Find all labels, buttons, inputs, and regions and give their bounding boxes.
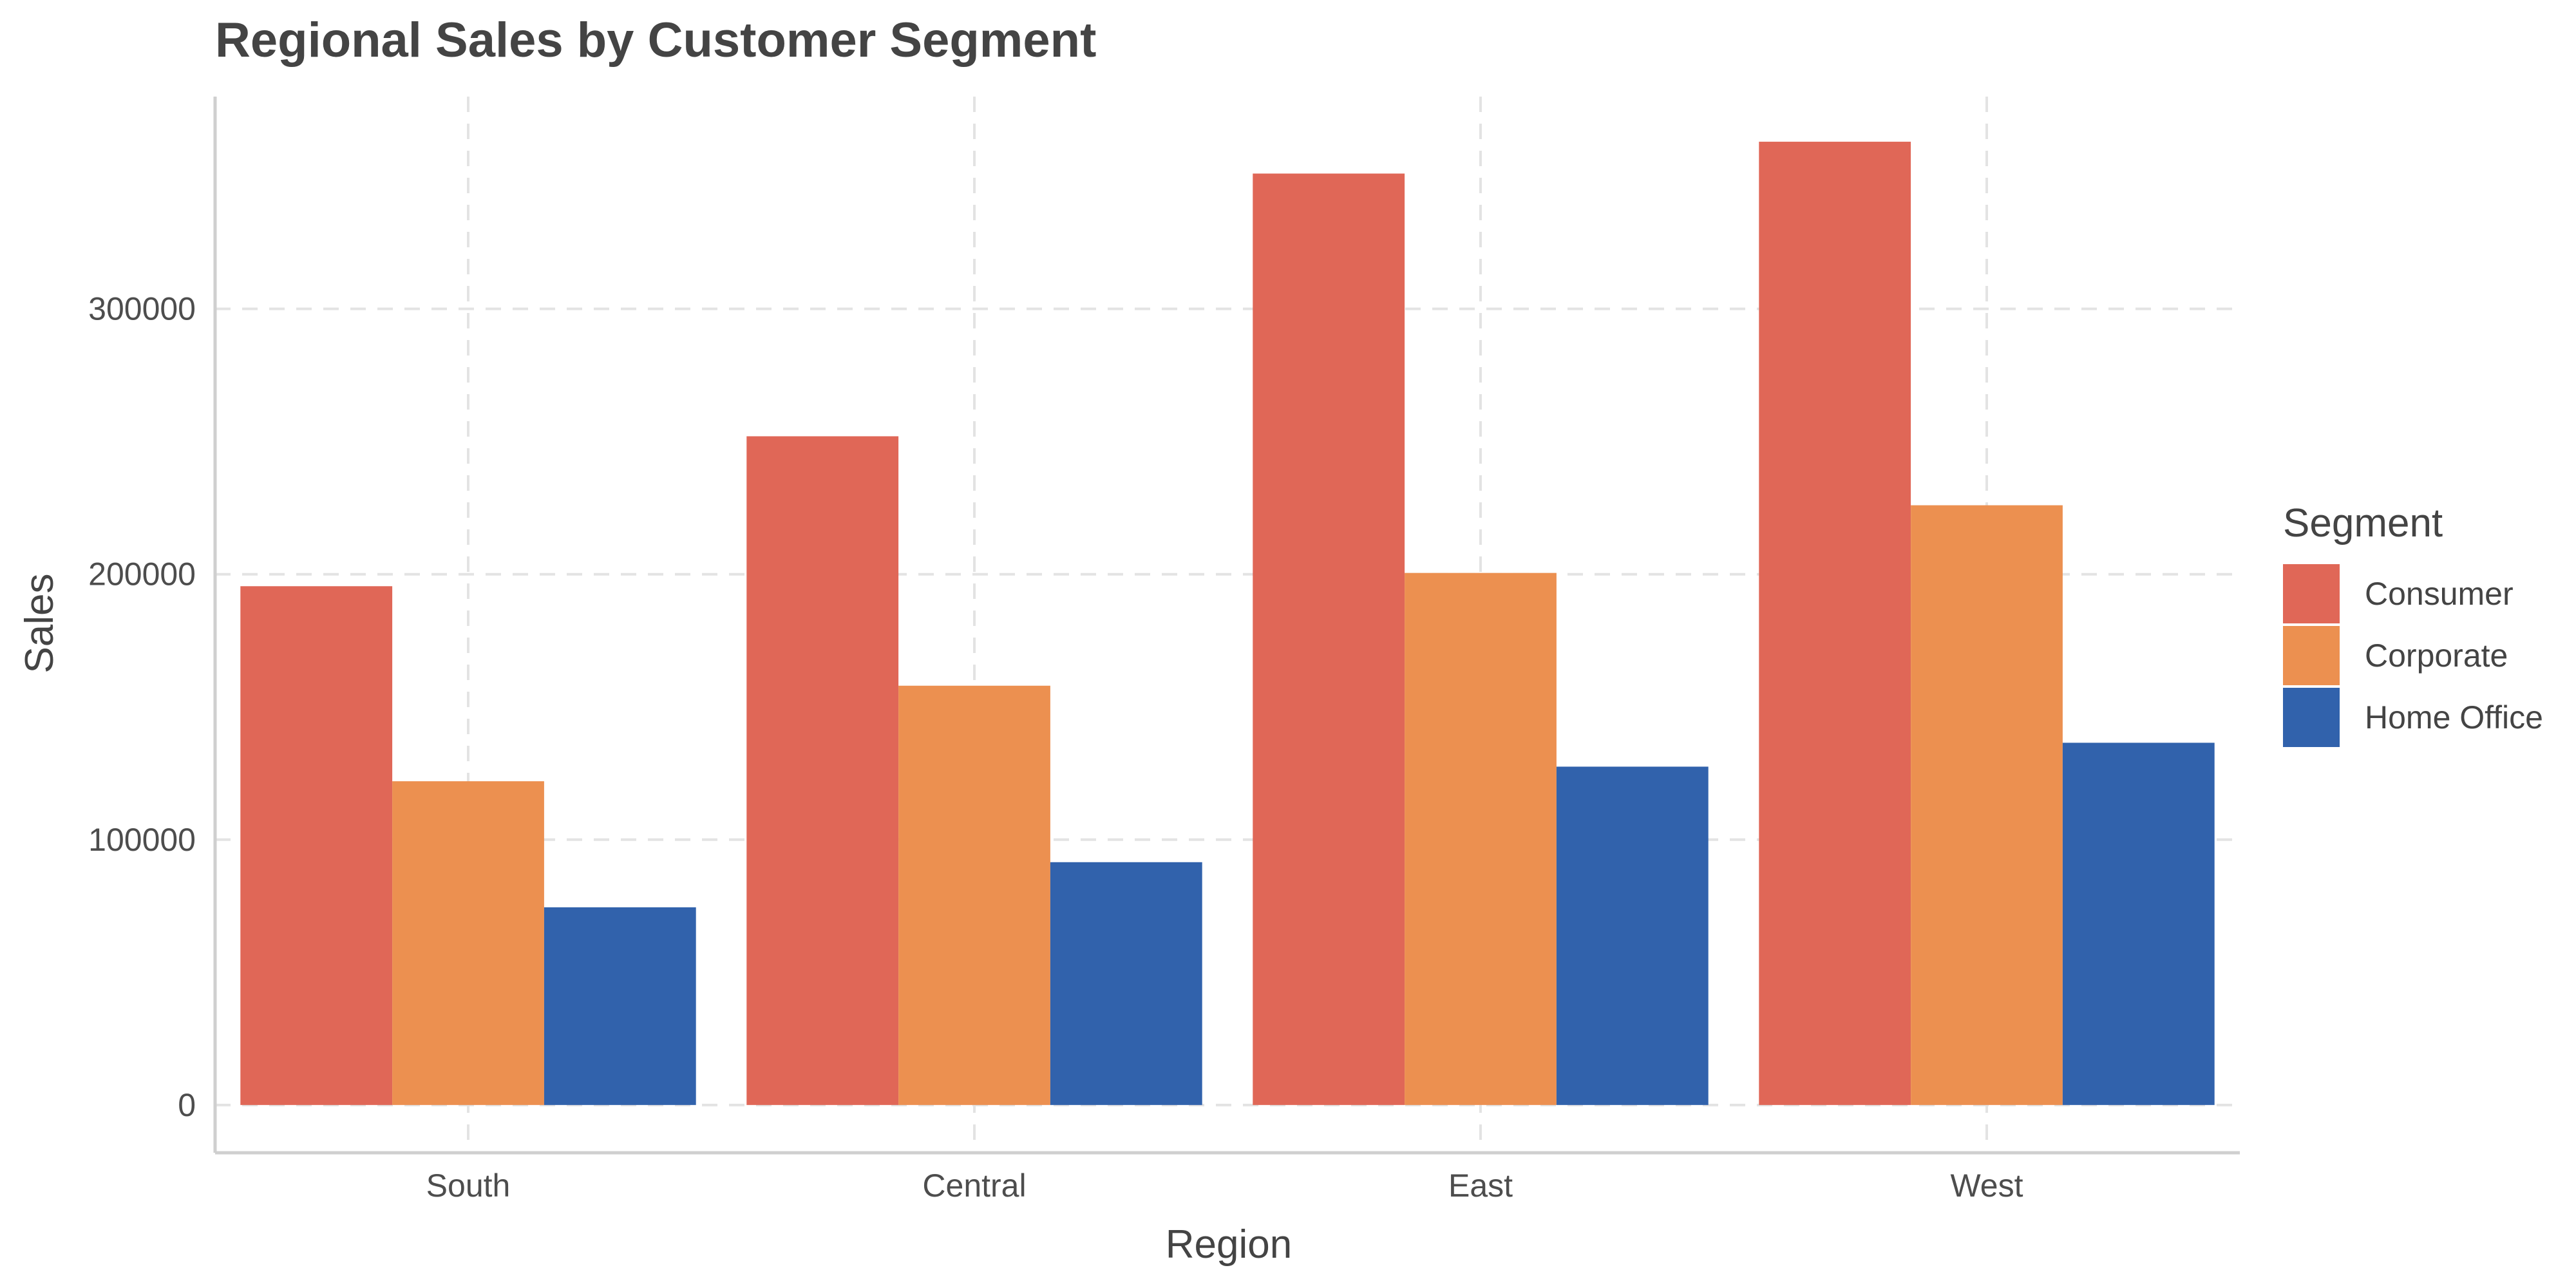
x-tick-label-east: East (1448, 1168, 1513, 1204)
bar-south-home-office (544, 907, 696, 1105)
bars (240, 142, 2215, 1105)
bar-west-corporate (1911, 505, 2063, 1105)
y-tick-label-2: 200000 (88, 556, 196, 592)
bar-south-corporate (392, 781, 544, 1105)
legend: Segment Consumer Corporate Home Office (2283, 501, 2543, 747)
y-tick-labels: 0 100000 200000 300000 (88, 291, 196, 1123)
legend-key-consumer (2283, 564, 2340, 623)
bar-central-corporate (898, 685, 1050, 1105)
bar-west-consumer (1759, 142, 1911, 1105)
x-tick-label-central: Central (922, 1168, 1026, 1204)
legend-title: Segment (2283, 501, 2443, 545)
y-tick-label-3: 300000 (88, 291, 196, 327)
x-tick-label-west: West (1951, 1168, 2023, 1204)
axes (213, 97, 2240, 1155)
y-tick-label-0: 0 (178, 1087, 196, 1123)
legend-label-home-office: Home Office (2365, 699, 2543, 735)
bar-central-consumer (746, 436, 899, 1105)
legend-key-corporate (2283, 626, 2340, 685)
legend-label-consumer: Consumer (2365, 576, 2514, 612)
bar-east-consumer (1253, 173, 1405, 1105)
legend-key-home-office (2283, 688, 2340, 747)
bar-south-consumer (240, 586, 393, 1105)
bar-east-home-office (1556, 766, 1709, 1105)
legend-label-corporate: Corporate (2365, 638, 2508, 674)
y-axis-title: Sales (17, 573, 62, 673)
bar-central-home-office (1050, 862, 1202, 1105)
x-tick-labels: South Central East West (426, 1168, 2023, 1204)
x-axis-title: Region (1166, 1222, 1292, 1267)
y-tick-label-1: 100000 (88, 822, 196, 858)
x-tick-label-south: South (426, 1168, 511, 1204)
bar-west-home-office (2062, 743, 2215, 1105)
bar-east-corporate (1405, 573, 1557, 1105)
chart-title: Regional Sales by Customer Segment (215, 13, 1096, 68)
